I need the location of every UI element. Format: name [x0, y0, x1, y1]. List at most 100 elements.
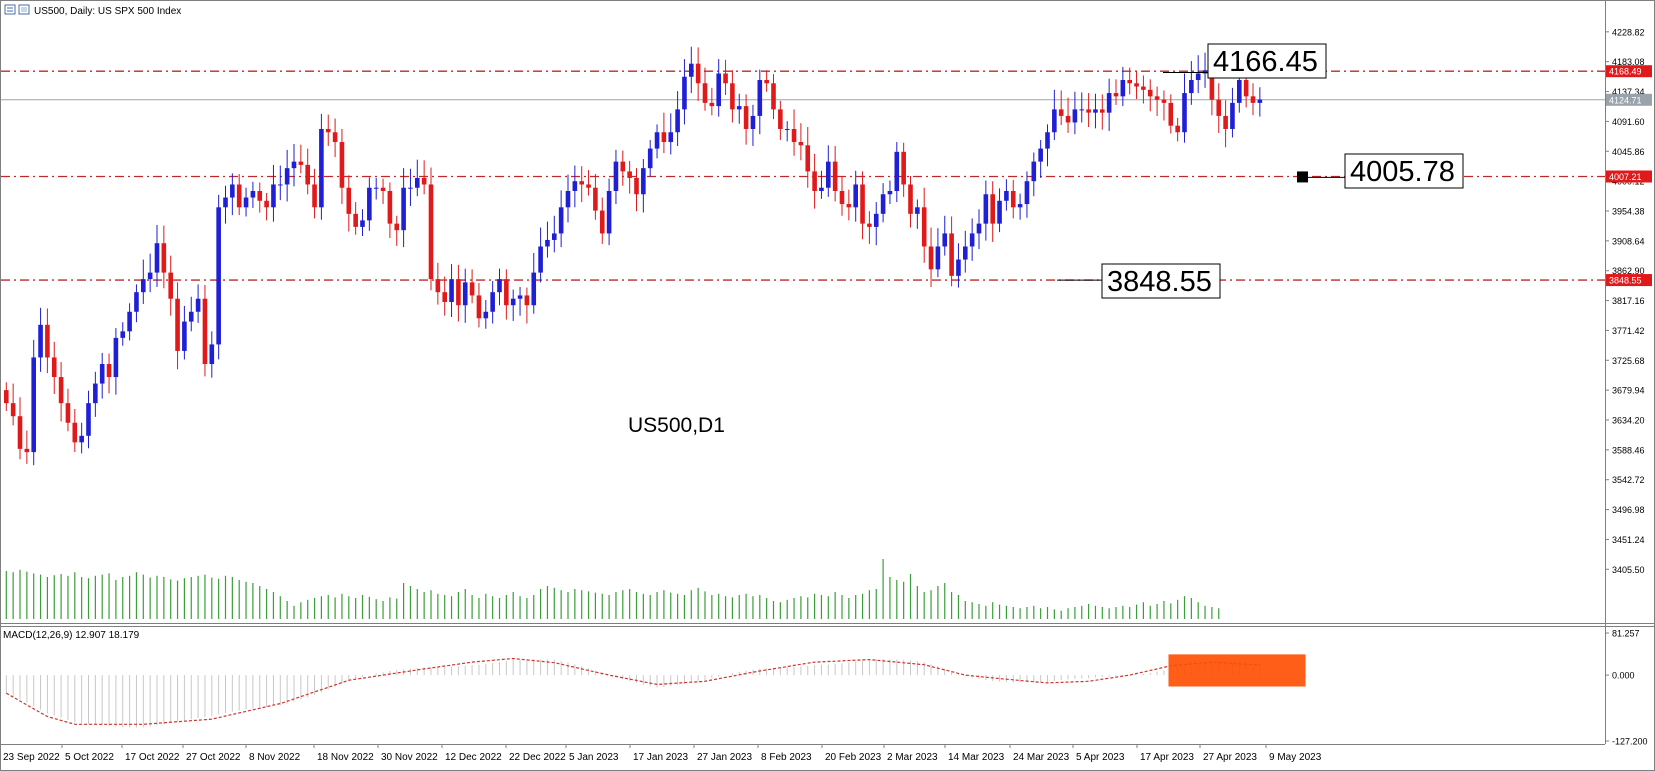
- price-annotations: 4166.45 4005.78 3848.55: [1057, 43, 1464, 299]
- macd-pane: [5, 654, 1306, 728]
- price-badge-label: 4124.71: [1609, 95, 1642, 105]
- candle-bull: [1202, 70, 1208, 74]
- candle-bull: [497, 279, 502, 293]
- price-badge-label: 3848.55: [1609, 276, 1642, 286]
- macd-axis-ticks: 81.257 0.000 -127.200: [1605, 629, 1648, 747]
- annotation-anchor[interactable]: [1297, 171, 1308, 183]
- window-menu-icon[interactable]: [4, 4, 16, 15]
- time-tick-label: 14 Mar 2023: [948, 752, 1005, 763]
- price-tick-label: 3405.50: [1612, 565, 1645, 575]
- candle-bull: [291, 161, 297, 169]
- candle-bull: [675, 109, 680, 133]
- candle-bear: [1141, 86, 1146, 90]
- window-restore-icon-fill: [21, 7, 27, 12]
- macd-tick-label: 81.257: [1612, 629, 1640, 639]
- candle-bear: [10, 403, 16, 417]
- candle-bull: [1237, 80, 1242, 103]
- price-tick-label: 3725.68: [1612, 356, 1645, 366]
- annotation-label: 4005.78: [1350, 156, 1455, 188]
- candle-bull: [531, 272, 537, 306]
- candle-bull: [93, 383, 98, 404]
- candle-bear: [1010, 190, 1016, 208]
- candle-bear: [901, 151, 906, 185]
- annotation-label: 3848.55: [1107, 266, 1212, 298]
- candle-bear: [504, 279, 509, 306]
- candle-bear: [791, 128, 797, 143]
- candle-bull: [819, 187, 824, 191]
- candle-bear: [346, 187, 352, 214]
- candle-bull: [1038, 148, 1043, 162]
- candle-bear: [990, 194, 995, 224]
- candle-bull: [1031, 161, 1037, 182]
- candle-bear: [476, 295, 482, 319]
- candle-bull: [209, 344, 215, 364]
- annotation-label: 4166.45: [1213, 46, 1318, 78]
- candle-bull: [826, 161, 831, 188]
- price-badge: [1606, 93, 1652, 106]
- candle-bear: [175, 298, 180, 351]
- price-tick-label: 3771.42: [1612, 326, 1645, 336]
- candle-bull: [654, 132, 660, 149]
- candle-bear: [202, 298, 208, 364]
- candle-bear: [428, 184, 434, 280]
- candle-bear: [695, 63, 701, 84]
- candle-bear: [168, 272, 173, 299]
- time-tick-label: 9 May 2023: [1269, 752, 1322, 763]
- candle-bear: [839, 190, 845, 205]
- candle-bear: [1223, 115, 1228, 129]
- candle-bull: [483, 311, 489, 319]
- candle-bull: [558, 207, 564, 234]
- candle-bull: [1045, 132, 1050, 149]
- candle-bull: [373, 187, 379, 189]
- macd-tick-label: 0.000: [1612, 671, 1635, 681]
- candle-bull: [887, 190, 893, 195]
- candle-bear: [620, 161, 626, 172]
- price-tick-label: 3451.24: [1612, 535, 1645, 545]
- candle-bull: [401, 187, 406, 231]
- macd-highlight-box[interactable]: [1168, 654, 1306, 687]
- candle-bull: [750, 115, 756, 129]
- candle-bear: [65, 403, 71, 423]
- price-badge: [1606, 170, 1652, 183]
- candle-bull: [1189, 80, 1194, 94]
- candle-bull: [127, 311, 132, 332]
- candle-bear: [264, 200, 269, 208]
- candle-bear: [1161, 99, 1167, 103]
- candle-bear: [599, 210, 605, 234]
- time-tick-label: 27 Apr 2023: [1203, 752, 1257, 763]
- candle-bear: [1058, 109, 1064, 116]
- time-tick-label: 5 Jan 2023: [569, 752, 619, 763]
- time-tick-label: 27 Oct 2022: [186, 752, 241, 763]
- candle-bear: [17, 416, 23, 449]
- candle-bull: [1257, 99, 1263, 103]
- price-badge-label: 4168.49: [1609, 67, 1642, 77]
- candle-bear: [106, 363, 112, 378]
- window-restore-icon[interactable]: [18, 4, 30, 15]
- candle-bear: [1216, 99, 1222, 116]
- candle-bear: [4, 390, 9, 404]
- time-tick-label: 27 Jan 2023: [697, 752, 752, 763]
- price-badge: [1606, 274, 1652, 287]
- candle-bear: [45, 324, 50, 358]
- candle-bull: [510, 298, 516, 306]
- candle-bull: [1120, 80, 1126, 97]
- candle-bear: [332, 132, 338, 143]
- candle-bear: [1113, 93, 1119, 97]
- candle-bull: [113, 337, 119, 378]
- time-axis-ticks: 23 Sep 2022 5 Oct 2022 17 Oct 2022 27 Oct 2…: [0, 744, 1322, 763]
- annotation-box[interactable]: [1101, 263, 1221, 299]
- candle-bull: [538, 246, 543, 273]
- annotation-box[interactable]: [1344, 153, 1464, 189]
- candle-bull: [216, 207, 221, 345]
- time-tick-label: 18 Nov 2022: [317, 752, 374, 763]
- annotation-box[interactable]: [1207, 43, 1327, 79]
- candle-bear: [442, 292, 447, 302]
- candle-bull: [1079, 109, 1085, 111]
- candle-bull: [736, 106, 742, 110]
- candle-bear: [812, 171, 817, 191]
- time-tick-label: 2 Mar 2023: [887, 752, 938, 763]
- candle-bull: [873, 213, 879, 227]
- candle-bull: [415, 177, 420, 188]
